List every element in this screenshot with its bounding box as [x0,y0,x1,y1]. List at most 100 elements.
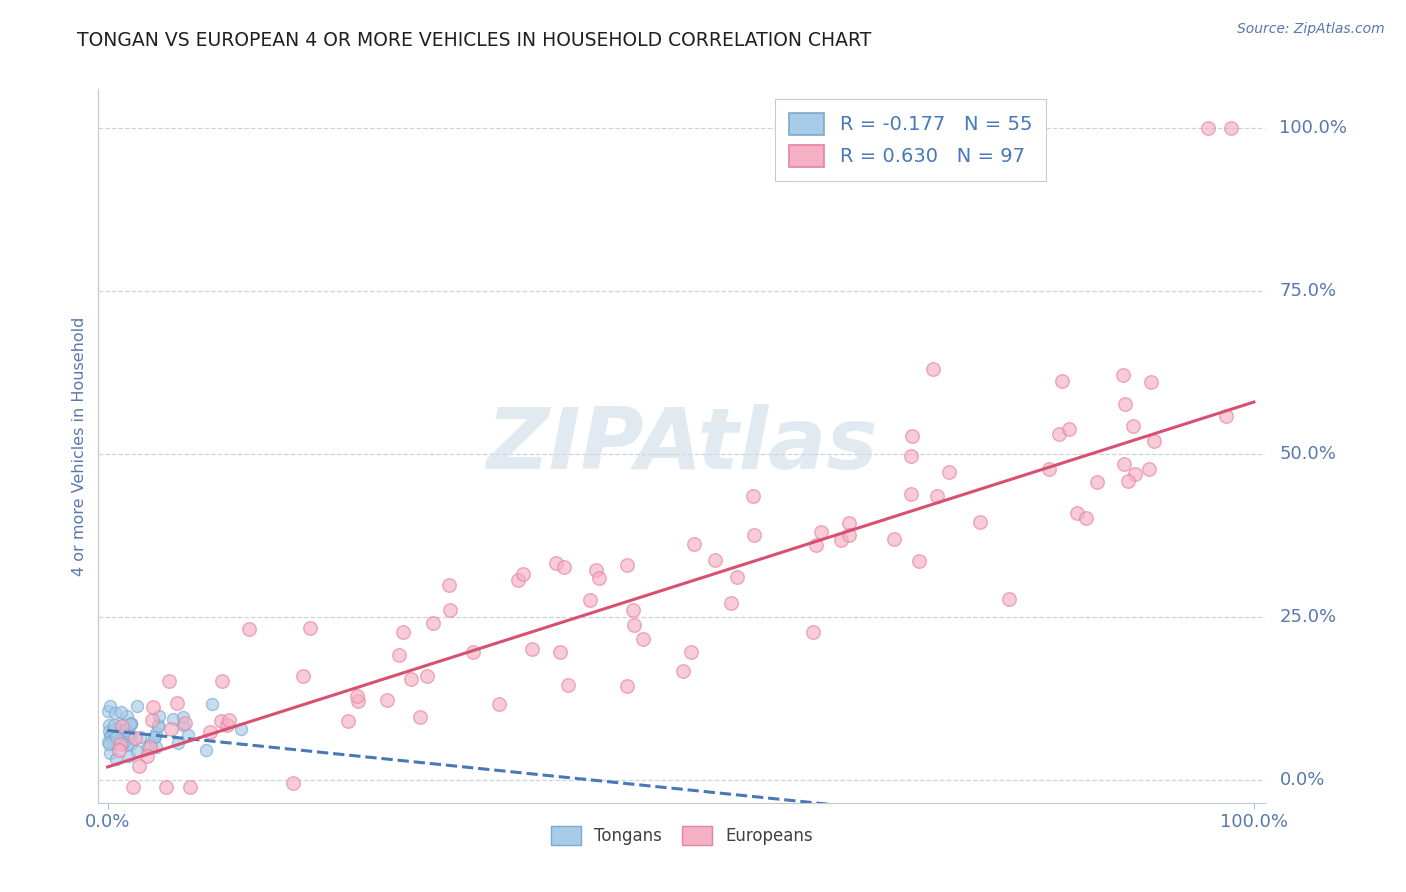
Point [111,717,134,731]
Point [672,664,695,678]
Point [122,780,145,794]
Point [101,723,124,737]
Point [127,699,149,714]
Point [174,715,197,730]
Point [115,738,138,752]
Point [900,450,922,464]
Point [167,736,190,750]
Point [578,593,600,607]
Point [115,708,138,723]
Point [616,679,638,693]
Point [201,698,224,712]
Point [908,554,931,568]
Text: Source: ZipAtlas.com: Source: ZipAtlas.com [1237,22,1385,37]
Point [388,648,411,662]
Point [138,737,160,751]
Point [100,698,122,713]
Point [118,729,141,743]
Point [683,537,706,551]
Point [1125,467,1147,482]
Point [217,717,239,731]
Point [969,515,991,529]
Point [231,722,253,736]
Point [725,570,748,584]
Point [101,737,124,751]
Point [118,749,141,764]
Point [553,560,575,574]
Point [209,714,232,728]
Point [146,719,169,733]
Point [141,713,163,727]
Point [838,528,860,542]
Point [179,780,201,794]
Point [114,723,136,737]
Point [1122,419,1144,434]
Point [172,717,194,731]
Point [118,725,141,739]
Point [121,737,143,751]
Point [111,736,134,750]
Point [120,717,142,731]
Point [105,730,128,744]
Point [1140,375,1163,389]
Point [298,620,321,634]
Point [1066,506,1088,520]
Point [98,747,121,761]
Point [155,780,177,794]
Point [623,618,645,632]
Y-axis label: 4 or more Vehicles in Household: 4 or more Vehicles in Household [72,317,87,575]
Point [900,487,922,501]
Point [347,693,370,707]
Text: 25.0%: 25.0% [1279,608,1337,626]
Point [138,739,160,754]
Point [97,735,120,749]
Point [103,731,125,746]
Point [211,674,233,689]
Point [128,759,150,773]
Point [124,731,146,746]
Point [1050,374,1073,388]
Point [336,714,359,728]
Point [901,429,924,443]
Point [1114,397,1136,411]
Point [439,578,461,592]
Point [100,728,122,742]
Point [100,729,122,743]
Point [391,625,413,640]
Point [1074,511,1097,525]
Point [148,708,170,723]
Point [522,642,544,657]
Point [238,622,260,636]
Text: TONGAN VS EUROPEAN 4 OR MORE VEHICLES IN HOUSEHOLD CORRELATION CHART: TONGAN VS EUROPEAN 4 OR MORE VEHICLES IN… [77,31,872,50]
Point [146,717,169,731]
Point [557,678,579,692]
Point [838,516,860,530]
Point [461,645,484,659]
Point [998,592,1021,607]
Point [1112,368,1135,382]
Point [422,615,444,630]
Point [681,645,703,659]
Text: 100.0%: 100.0% [1279,120,1347,137]
Point [283,776,305,790]
Point [110,737,132,751]
Point [1047,427,1070,442]
Point [830,533,852,547]
Point [512,567,534,582]
Point [585,563,607,577]
Point [110,705,132,719]
Point [145,726,167,740]
Point [115,722,138,736]
Point [801,625,824,640]
Point [120,716,142,731]
Point [375,692,398,706]
Legend: Tongans, Europeans: Tongans, Europeans [544,819,820,852]
Point [104,732,127,747]
Point [291,669,314,683]
Point [166,696,188,710]
Point [439,603,461,617]
Text: 50.0%: 50.0% [1279,445,1336,463]
Point [399,672,422,686]
Point [142,730,165,744]
Point [103,718,125,732]
